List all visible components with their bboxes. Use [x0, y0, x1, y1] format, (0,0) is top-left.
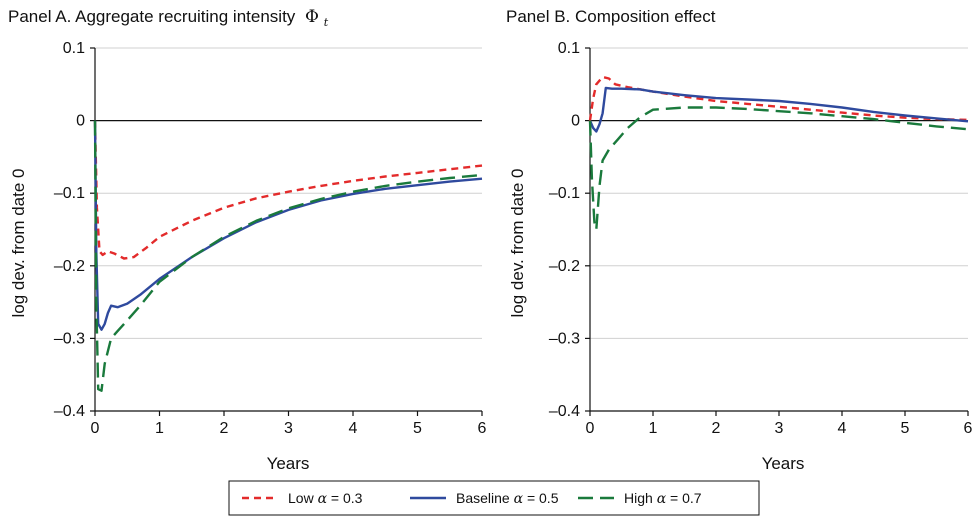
- panel-a-xtick-label: 5: [413, 420, 422, 437]
- panel-b-title-text: Panel B. Composition effect: [506, 7, 716, 26]
- legend: Low α = 0.3 Baseline α = 0.5 High α = 0.7: [228, 480, 760, 516]
- panel-a-series-low-line: [93, 120, 483, 260]
- panel-b-series-baseline-line: [588, 86, 969, 133]
- legend-label-low: Low α = 0.3: [288, 490, 363, 507]
- panel-b-xtick-label: 0: [586, 420, 595, 437]
- panel-a-title: Panel A. Aggregate recruiting intensity …: [8, 7, 329, 29]
- panel-a-ytick-label: –0.4: [54, 403, 85, 420]
- panel-a-xtick-label: 4: [349, 420, 358, 437]
- panel-a-xtick-label: 0: [91, 420, 100, 437]
- panel-b-xtick-label: 3: [775, 420, 784, 437]
- panel-a-title-text: Panel A. Aggregate recruiting intensity: [8, 7, 296, 26]
- panel-a-ylabel: log dev. from date 0: [9, 169, 28, 318]
- panel-a-ytick-label: 0: [76, 113, 85, 130]
- panel-a: Panel A. Aggregate recruiting intensity …: [8, 7, 487, 473]
- panel-a-series-high-line: [93, 120, 483, 392]
- panel-a-xtick-label: 3: [284, 420, 293, 437]
- panel-b-ytick-label: 0: [571, 113, 580, 130]
- panel-b-xtick-label: 1: [649, 420, 658, 437]
- legend-label-baseline: Baseline α = 0.5: [456, 490, 559, 507]
- panel-b-ytick-label: –0.4: [549, 403, 580, 420]
- panel-a-title-subscript: t: [324, 16, 329, 29]
- panel-b-ytick-label: –0.2: [549, 258, 580, 275]
- panel-a-xtick-label: 6: [478, 420, 487, 437]
- panel-a-ytick-label: –0.2: [54, 258, 85, 275]
- panel-a-xtick-label: 1: [155, 420, 164, 437]
- panel-a-ytick-label: –0.1: [54, 185, 85, 202]
- panel-b-title: Panel B. Composition effect: [506, 7, 716, 26]
- panel-a-series-baseline-line: [93, 120, 483, 331]
- panel-a-xlabel: Years: [267, 454, 310, 473]
- panel-b-ytick-label: 0.1: [558, 40, 580, 57]
- panel-b-xtick-label: 2: [712, 420, 721, 437]
- legend-box: [228, 480, 760, 516]
- legend-label-high: High α = 0.7: [624, 490, 702, 507]
- panel-b-xtick-label: 4: [838, 420, 847, 437]
- panel-b-ytick-label: –0.3: [549, 330, 580, 347]
- panel-b-series-high-line: [588, 106, 969, 231]
- panel-b-xtick-label: 6: [964, 420, 973, 437]
- panel-b-ylabel: log dev. from date 0: [508, 169, 527, 318]
- panel-a-title-symbol: Φ: [305, 7, 319, 27]
- panel-b-xtick-label: 5: [901, 420, 910, 437]
- panel-a-xtick-label: 2: [220, 420, 229, 437]
- panel-b-series-low-line: [588, 75, 969, 122]
- panel-b-ytick-label: –0.1: [549, 185, 580, 202]
- panel-b: Panel B. Composition effect log dev. fro…: [506, 7, 973, 473]
- panel-a-ytick-label: –0.3: [54, 330, 85, 347]
- panel-b-xlabel: Years: [762, 454, 805, 473]
- panel-a-ytick-label: 0.1: [63, 40, 85, 57]
